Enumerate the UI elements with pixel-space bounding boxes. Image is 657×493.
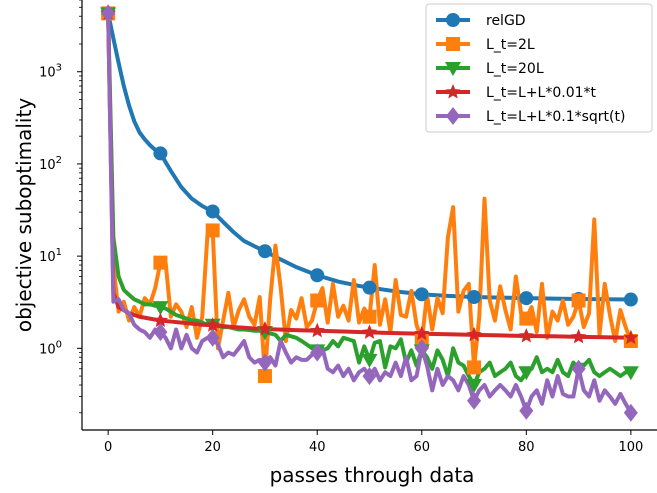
data-point-relgd <box>362 280 377 295</box>
legend-label-l-t-l-l-0-1-sqrt-t: L_t=L+L*0.1*sqrt(t) <box>486 109 625 125</box>
x-tick-label: 100 <box>618 440 643 455</box>
data-point-l-t-20l <box>518 366 535 381</box>
legend-marker-l-t-l-l-0-01-t <box>445 84 461 99</box>
legend: relGD L_t=2L L_t=20L L_t=L+L*0.01*t L_t=L+L*… <box>425 3 653 133</box>
data-point-relgd <box>310 268 325 283</box>
data-point-l-t-20l <box>622 366 639 381</box>
data-point-l-t-l-l-0-1-sqrt-t <box>571 359 586 378</box>
data-point-l-t-20l <box>466 378 483 393</box>
data-point-l-t-2l <box>310 293 325 308</box>
data-point-l-t-l-l-0-01-t <box>257 321 273 336</box>
x-ticks: 0 20 40 60 80 100 <box>104 430 643 455</box>
data-point-l-t-l-l-0-01-t <box>309 322 325 338</box>
data-point-l-t-l-l-0-1-sqrt-t <box>414 339 429 358</box>
data-point-l-t-2l <box>205 223 220 238</box>
data-point-relgd <box>153 146 168 161</box>
data-point-l-t-l-l-0-01-t <box>205 317 221 332</box>
data-point-l-t-2l <box>571 293 586 308</box>
data-point-l-t-l-l-0-1-sqrt-t <box>519 401 534 420</box>
data-point-l-t-2l <box>257 369 272 384</box>
x-tick-label: 60 <box>413 440 430 455</box>
legend-label-relgd: relGD <box>486 13 526 29</box>
data-point-l-t-l-l-0-1-sqrt-t <box>310 343 325 362</box>
data-point-l-t-2l <box>467 360 482 375</box>
data-point-l-t-l-l-0-01-t <box>466 326 482 342</box>
y-tick-label: 100 <box>39 339 62 357</box>
y-tick-label: 103 <box>39 63 62 81</box>
data-point-l-t-l-l-0-1-sqrt-t <box>205 328 220 347</box>
data-point-l-t-2l <box>153 255 168 270</box>
y-tick-label: 102 <box>39 155 62 173</box>
data-point-l-t-l-l-0-1-sqrt-t <box>257 353 272 372</box>
legend-label-l-t-2l: L_t=2L <box>486 37 535 53</box>
data-point-l-t-20l <box>152 301 169 316</box>
data-point-relgd <box>257 244 272 259</box>
y-tick-exponent: 1 <box>56 247 62 258</box>
data-point-l-t-l-l-0-1-sqrt-t <box>153 323 168 342</box>
data-point-relgd <box>205 204 220 219</box>
data-point-relgd <box>623 292 638 307</box>
legend-marker-l-t-20l <box>445 62 461 76</box>
data-point-l-t-l-l-0-01-t <box>623 329 639 345</box>
x-tick-label: 40 <box>309 440 326 455</box>
data-point-relgd <box>467 290 482 305</box>
y-axis-label: objective suboptimality <box>12 98 36 333</box>
x-axis-label: passes through data <box>270 463 475 487</box>
y-tick-exponent: 2 <box>56 155 62 166</box>
data-point-relgd <box>414 287 429 302</box>
y-tick-exponent: 3 <box>56 63 62 74</box>
data-point-l-t-20l <box>361 353 378 368</box>
data-point-l-t-2l <box>362 309 377 324</box>
data-point-l-t-l-l-0-01-t <box>361 324 378 339</box>
data-point-l-t-l-l-0-01-t <box>414 325 430 341</box>
data-point-relgd <box>519 291 534 306</box>
series-line-l-t-l-l-0-01-t <box>106 11 633 340</box>
x-tick-label: 0 <box>104 440 112 455</box>
plot-markers <box>100 4 639 422</box>
data-point-l-t-l-l-0-01-t <box>570 328 587 344</box>
data-point-l-t-l-l-0-01-t <box>152 312 169 328</box>
legend-label-l-t-l-l-0-01-t: L_t=L+L*0.01*t <box>486 85 597 101</box>
legend-box <box>425 3 653 133</box>
data-point-l-t-2l <box>519 311 534 326</box>
legend-marker-l-t-2l <box>446 37 460 51</box>
data-point-l-t-l-l-0-01-t <box>518 328 534 343</box>
y-tick-exponent: 0 <box>56 339 62 350</box>
data-point-l-t-l-l-0-1-sqrt-t <box>101 4 116 23</box>
x-tick-label: 20 <box>204 440 221 455</box>
data-point-l-t-l-l-0-1-sqrt-t <box>467 391 482 410</box>
legend-marker-relgd <box>446 13 460 27</box>
data-point-l-t-l-l-0-1-sqrt-t <box>362 367 377 386</box>
legend-label-l-t-20l: L_t=20L <box>486 61 544 77</box>
legend-marker-l-t-l-l-0-1-sqrt-t <box>446 107 460 125</box>
y-tick-label: 101 <box>39 247 62 265</box>
data-point-l-t-l-l-0-1-sqrt-t <box>623 403 638 422</box>
x-tick-label: 80 <box>518 440 535 455</box>
